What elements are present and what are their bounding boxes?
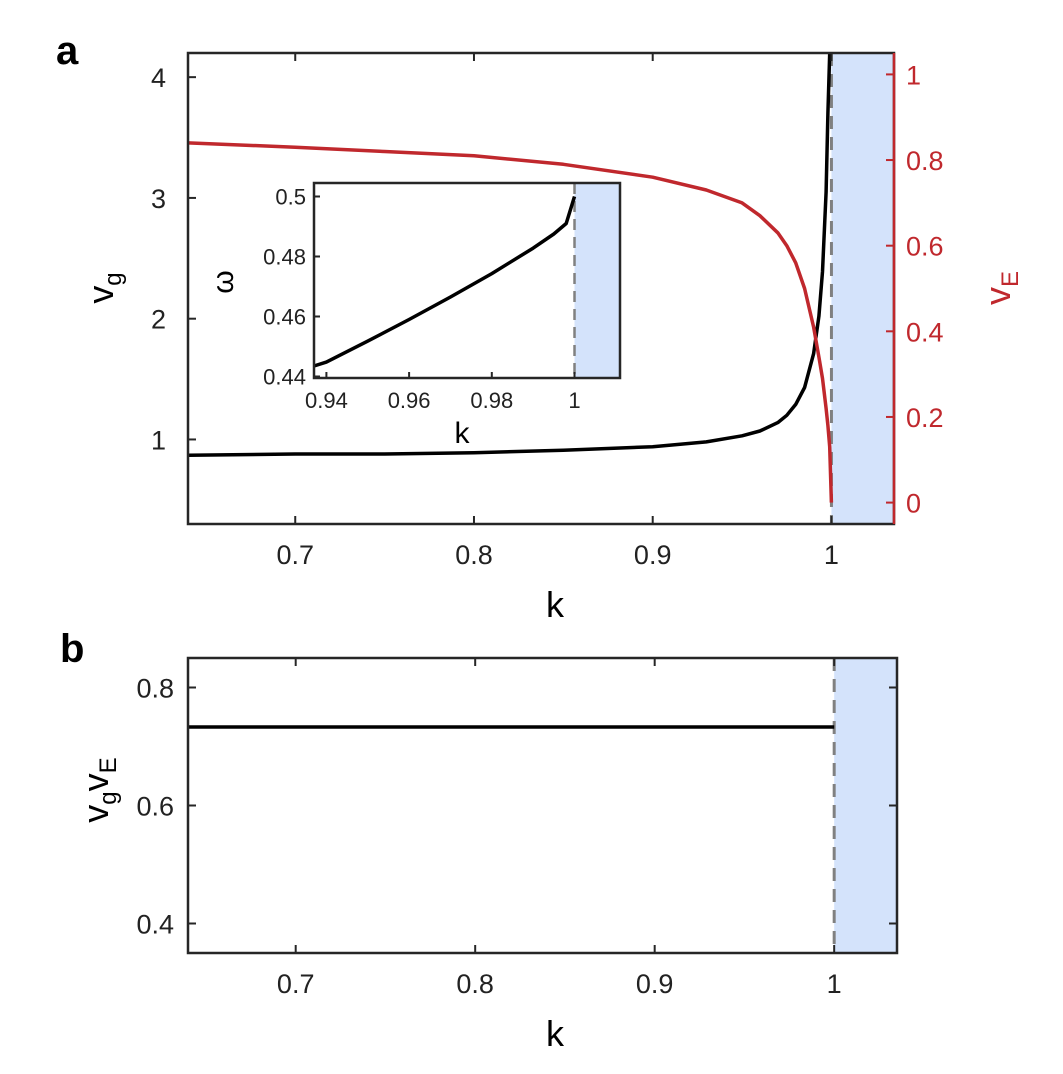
y-right-tick-label: 0.4 xyxy=(906,317,944,347)
y-right-tick-label: 0.2 xyxy=(906,403,944,433)
ylabel-right-main: v xyxy=(977,287,1018,305)
inset-y-axis-label: ω xyxy=(207,270,240,293)
inset-omega-line xyxy=(313,195,577,368)
inset-shaded-region xyxy=(574,183,620,378)
b-x-tick-label: 0.9 xyxy=(636,969,674,999)
inset-y-tick-label: 0.46 xyxy=(263,305,306,330)
inset-x-tick-label: 0.96 xyxy=(388,388,431,413)
panel-a-letter: a xyxy=(56,29,79,73)
inset-y-ticks: 0.44 0.46 0.48 0.5 xyxy=(263,185,320,390)
y-right-tick-label: 1 xyxy=(906,60,921,90)
y-left-tick-label: 4 xyxy=(151,63,166,93)
b-x-tick-label: 0.8 xyxy=(456,969,494,999)
panel-a-y-axis-label-left: vg xyxy=(80,272,127,303)
y-left-tick-label: 1 xyxy=(151,425,166,455)
ylabel-left-sub: g xyxy=(100,272,127,285)
panel-b-y-ticks: 0.4 0.6 0.8 xyxy=(136,674,897,940)
inset-x-tick-label: 0.94 xyxy=(305,388,348,413)
inset-y-tick-label: 0.5 xyxy=(275,185,306,210)
panel-b-plot-background xyxy=(188,658,897,953)
panel-b-letter: b xyxy=(60,627,84,671)
svg-text:vg: vg xyxy=(80,272,127,303)
panel-a-y-ticks-right: 0 0.2 0.4 0.6 0.8 1 xyxy=(886,60,944,519)
svg-text:ω: ω xyxy=(207,270,240,293)
panel-a-inset: 0.94 0.96 0.98 1 0.44 0.46 0.48 0.5 k ω xyxy=(207,181,622,450)
svg-text:vgvE: vgvE xyxy=(75,757,122,822)
ylabel-b-main2: v xyxy=(75,773,116,791)
x-tick-label: 0.7 xyxy=(276,540,314,570)
series-vE-line xyxy=(187,141,834,503)
panel-b-y-axis-label: vgvE xyxy=(75,757,122,822)
y-left-tick-label: 3 xyxy=(151,184,166,214)
inset-axes-box xyxy=(312,181,622,380)
ylabel-b-sub2: E xyxy=(95,757,122,773)
ylabel-left-main: v xyxy=(80,286,121,304)
b-x-tick-label: 1 xyxy=(827,969,842,999)
panel-a-y-axis-label-right: vE xyxy=(977,271,1024,305)
inset-x-ticks: 0.94 0.96 0.98 1 xyxy=(305,372,581,413)
b-y-tick-label: 0.6 xyxy=(136,792,174,822)
inset-x-axis-label: k xyxy=(455,417,471,450)
inset-curves xyxy=(313,195,577,368)
panel-a-y-ticks-left: 1 2 3 4 xyxy=(151,63,196,455)
panel-a-curves xyxy=(187,52,834,503)
b-y-tick-label: 0.4 xyxy=(136,910,174,940)
x-tick-label: 1 xyxy=(824,540,839,570)
ylabel-b-sub1: g xyxy=(95,791,122,804)
inset-y-tick-label: 0.44 xyxy=(263,365,306,390)
y-right-tick-label: 0.6 xyxy=(906,232,944,262)
panel-a-shaded-region xyxy=(831,53,894,524)
inset-x-tick-label: 1 xyxy=(568,388,580,413)
series-vg-line xyxy=(187,52,832,457)
y-right-tick-label: 0.8 xyxy=(906,146,944,176)
panel-b-shaded-region xyxy=(834,658,897,953)
ylabel-right-sub: E xyxy=(997,271,1024,287)
svg-text:vE: vE xyxy=(977,271,1024,305)
y-right-tick-label: 0 xyxy=(906,489,921,519)
ylabel-b-main1: v xyxy=(75,805,116,823)
panel-b-x-ticks: 0.7 0.8 0.9 1 xyxy=(277,658,842,999)
panel-a-x-ticks: 0.7 0.8 0.9 1 xyxy=(276,53,839,570)
panel-b: 0.7 0.8 0.9 1 0.40.60.8 b k vgvE xyxy=(60,627,899,1054)
panel-a-x-axis-label: k xyxy=(546,584,565,625)
x-tick-label: 0.9 xyxy=(634,540,672,570)
x-tick-label: 0.8 xyxy=(455,540,493,570)
b-x-tick-label: 0.7 xyxy=(277,969,315,999)
inset-y-tick-label: 0.48 xyxy=(263,245,306,270)
panel-b-x-axis-label: k xyxy=(546,1013,565,1054)
y-left-tick-label: 2 xyxy=(151,305,166,335)
b-y-tick-label: 0.8 xyxy=(136,674,174,704)
inset-x-tick-label: 0.98 xyxy=(470,388,513,413)
